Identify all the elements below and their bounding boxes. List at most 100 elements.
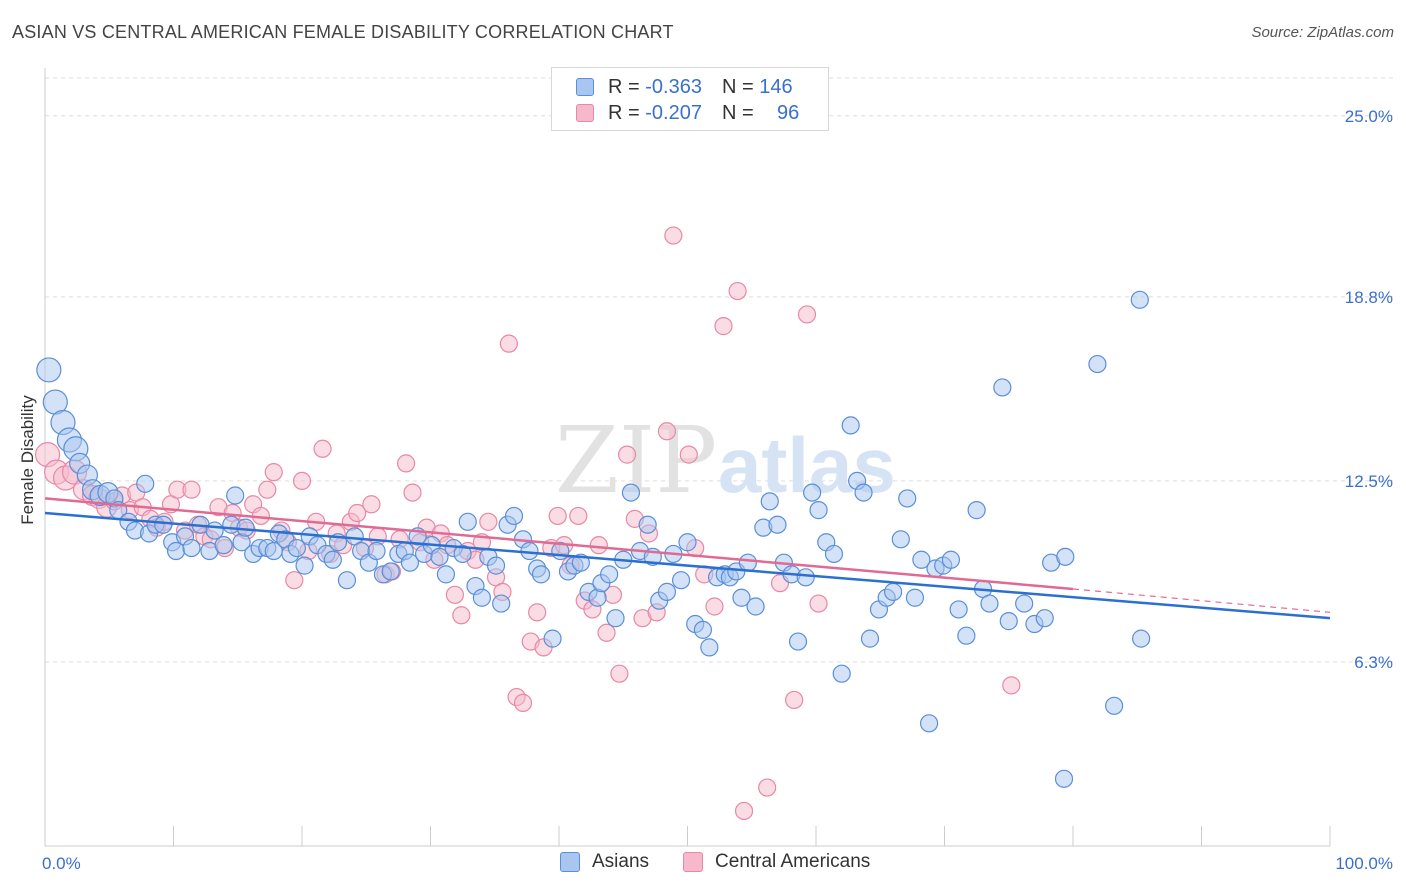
data-point-asians [1015, 594, 1034, 613]
series-legend-central-americans: Central Americans [683, 851, 870, 873]
data-point-asians [638, 515, 657, 534]
data-point-central-americans [618, 445, 637, 464]
data-point-central-americans [292, 471, 312, 491]
data-point-asians [205, 521, 224, 540]
legend-r-value: -0.363 [645, 75, 702, 98]
data-point-asians [1035, 609, 1054, 628]
legend-row-central-americans: R = -0.207 N = 96 [576, 101, 799, 125]
data-point-asians [746, 597, 765, 616]
source-credit: Source: ZipAtlas.com [1251, 24, 1394, 41]
data-point-central-americans [679, 445, 698, 464]
data-point-asians [883, 582, 903, 601]
data-point-asians [430, 547, 449, 566]
data-point-central-americans [182, 480, 201, 499]
data-point-asians [693, 620, 713, 639]
data-point-asians [732, 588, 751, 607]
series-swatch-asians [560, 852, 580, 872]
data-point-central-americans [610, 664, 629, 683]
data-point-asians [226, 486, 245, 505]
data-point-asians [1130, 290, 1149, 309]
data-point-central-americans [403, 483, 422, 502]
data-point-central-americans [734, 801, 754, 821]
data-point-central-americans [785, 690, 804, 710]
data-point-asians [700, 638, 719, 657]
data-point-asians [1088, 354, 1107, 374]
data-point-asians [1056, 547, 1075, 566]
series-label-asians: Asians [592, 851, 650, 872]
chart-title: ASIAN VS CENTRAL AMERICAN FEMALE DISABIL… [12, 22, 674, 42]
data-point-asians [860, 629, 880, 648]
legend-n-label: N = [721, 101, 754, 124]
data-point-asians [941, 550, 961, 569]
trend-line-central-americans [44, 497, 1074, 591]
data-point-central-americans [396, 454, 416, 473]
data-point-asians [436, 565, 456, 584]
trend-line-asians [44, 511, 1331, 620]
data-point-asians [738, 553, 757, 572]
stats-legend: R = -0.363 N = 146 R = -0.207 N = 96 [551, 67, 829, 131]
data-point-asians [154, 515, 173, 534]
y-tick-label: 6.3% [1354, 653, 1393, 672]
data-point-asians [905, 588, 925, 607]
legend-swatch-asians [576, 78, 594, 96]
data-point-asians [891, 530, 910, 549]
data-point-central-americans [589, 536, 608, 555]
data-point-asians [980, 594, 999, 613]
data-point-central-americans [664, 226, 683, 245]
tick-labels: 6.3% 12.5% 18.8% 25.0% 0.0% 100.0% [42, 107, 1393, 873]
data-point-central-americans [285, 571, 304, 590]
data-point-central-americans [657, 422, 677, 441]
legend-row-asians: R = -0.363 N = 146 [576, 75, 793, 99]
data-point-central-americans [452, 606, 471, 625]
y-tick-label: 25.0% [1345, 107, 1393, 126]
data-point-asians [760, 492, 779, 511]
data-point-central-americans [479, 512, 498, 531]
data-point-asians [809, 501, 828, 520]
data-point-asians [1054, 769, 1074, 788]
data-point-central-americans [597, 623, 616, 642]
series-label-central-americans: Central Americans [715, 851, 871, 872]
data-point-central-americans [313, 439, 332, 458]
series-legend: Asians Central Americans [560, 851, 904, 873]
data-point-asians [504, 506, 524, 526]
legend-r-value: -0.207 [645, 101, 702, 124]
legend-n-value: 146 [759, 75, 793, 98]
data-point-asians [993, 378, 1012, 397]
data-point-asians [841, 416, 860, 435]
data-point-asians [678, 533, 697, 552]
data-point-asians [400, 553, 420, 572]
data-point-asians [824, 544, 844, 564]
data-point-asians [453, 544, 472, 564]
data-point-asians [912, 550, 931, 569]
data-point-asians [854, 483, 873, 502]
data-point-asians [1105, 696, 1124, 715]
data-point-asians [919, 714, 939, 733]
x-tick-label-min: 0.0% [42, 854, 81, 873]
data-point-central-americans [264, 463, 283, 482]
data-point-asians [600, 565, 619, 584]
legend-n-label: N = [721, 75, 754, 98]
data-point-asians [967, 501, 986, 520]
data-point-central-americans [528, 603, 547, 622]
data-point-central-americans [797, 305, 817, 324]
data-point-central-americans [548, 506, 567, 526]
data-point-asians [543, 629, 562, 648]
legend-swatch-central-americans [576, 104, 594, 122]
data-point-asians [337, 571, 357, 590]
data-point-asians [1132, 629, 1151, 648]
data-point-asians [999, 612, 1018, 631]
data-point-asians [166, 541, 186, 561]
data-point-asians [657, 582, 677, 601]
data-point-asians [957, 626, 976, 645]
data-point-asians [486, 556, 506, 575]
data-point-central-americans [569, 506, 588, 526]
x-tick-label-max: 100.0% [1335, 854, 1393, 873]
y-tick-label: 18.8% [1345, 288, 1393, 307]
data-point-asians [898, 489, 917, 508]
data-point-asians [287, 538, 306, 558]
data-point-asians [472, 588, 491, 607]
data-point-central-americans [445, 585, 465, 604]
data-point-central-americans [513, 693, 533, 712]
data-point-central-americans [809, 594, 828, 613]
